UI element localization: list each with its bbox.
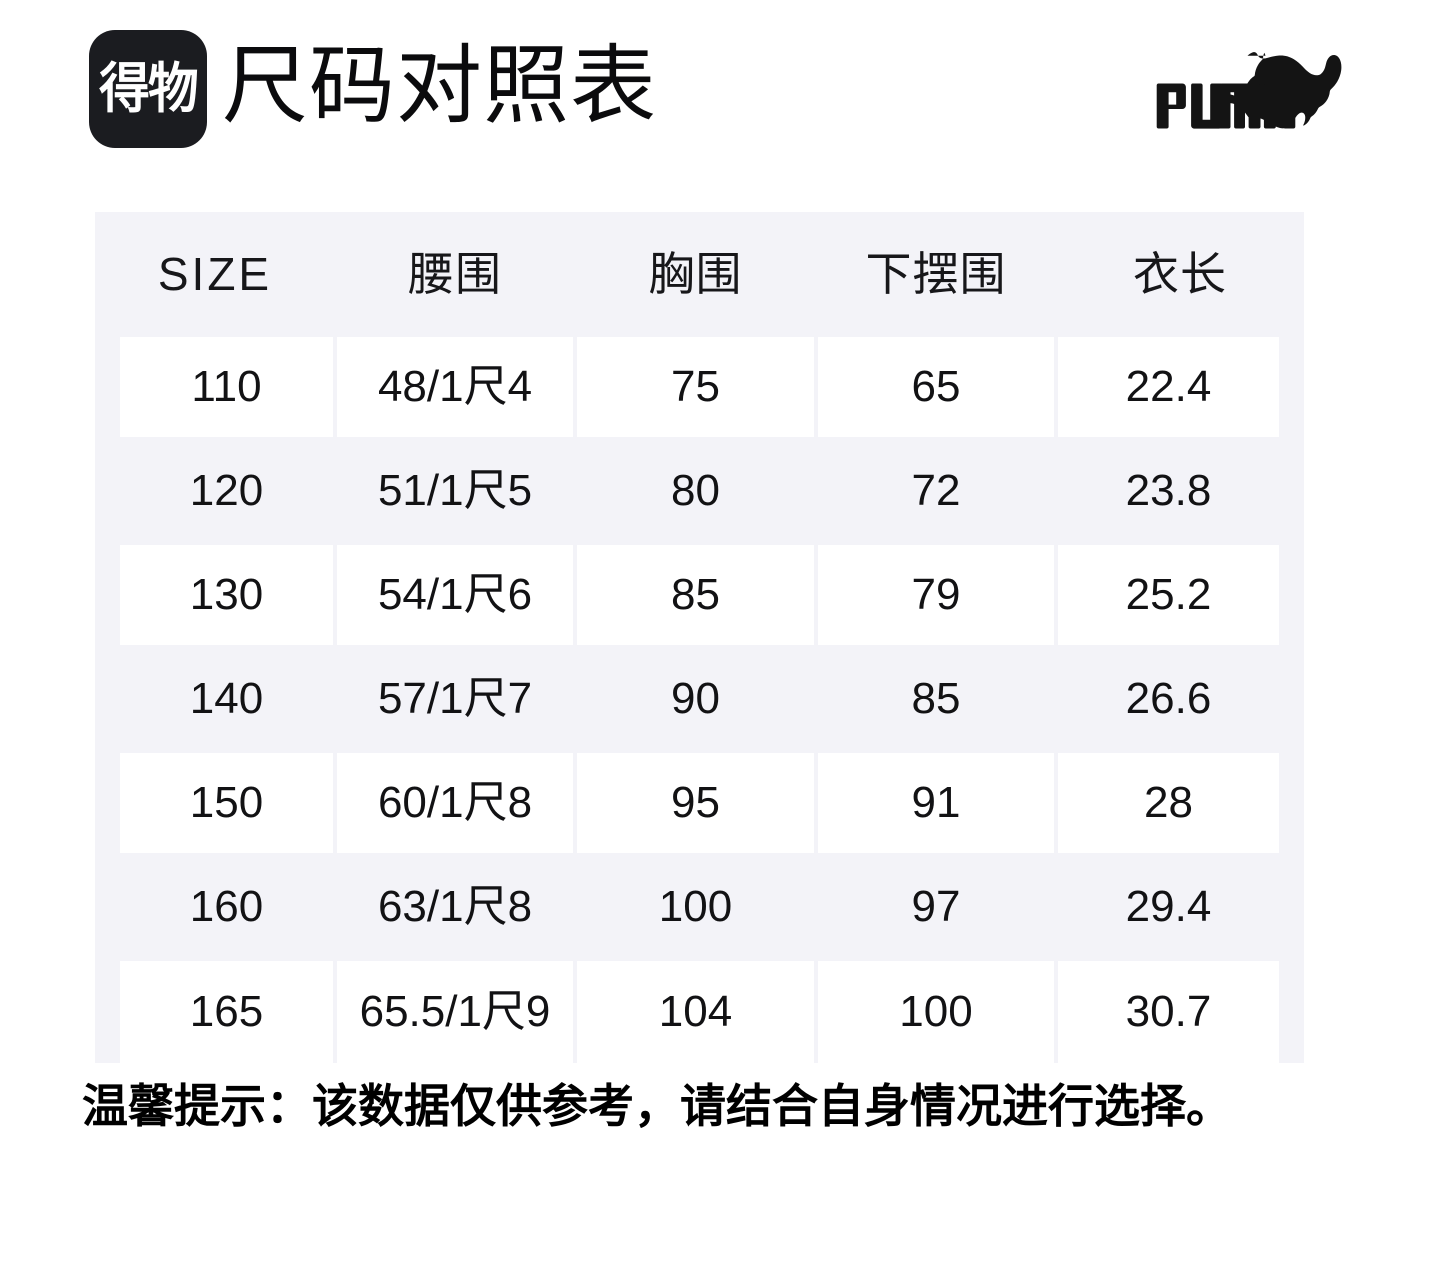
cell-waist: 57/1尺7	[335, 647, 575, 751]
table-row: 120 51/1尺5 80 72 23.8	[95, 439, 1304, 543]
cell-value: 26.6	[1058, 649, 1279, 749]
cell-value: 165	[120, 961, 333, 1063]
size-chart-table: SIZE 腰围 胸围 下摆围 衣长 110 48/1尺4 75 65 22.4	[95, 212, 1304, 1063]
cell-bust: 104	[575, 959, 816, 1063]
cell-hem: 65	[816, 335, 1056, 439]
cell-size: 165	[95, 959, 335, 1063]
cell-length: 30.7	[1056, 959, 1304, 1063]
cell-bust: 95	[575, 751, 816, 855]
dewu-brand-badge-label: 得物	[99, 59, 199, 119]
table-row: 150 60/1尺8 95 91 28	[95, 751, 1304, 855]
cell-value: 160	[120, 857, 333, 957]
cell-value: 100	[818, 961, 1054, 1063]
cell-value: 57/1尺7	[337, 649, 573, 749]
cell-size: 130	[95, 543, 335, 647]
cell-value: 97	[818, 857, 1054, 957]
page-title: 尺码对照表	[222, 38, 657, 134]
cell-hem: 91	[816, 751, 1056, 855]
cell-bust: 80	[575, 439, 816, 543]
cell-value: 51/1尺5	[337, 441, 573, 541]
cell-value: 120	[120, 441, 333, 541]
cell-length: 22.4	[1056, 335, 1304, 439]
cell-length: 26.6	[1056, 647, 1304, 751]
column-header-waist: 腰围	[335, 212, 575, 335]
column-header-length: 衣长	[1056, 212, 1304, 335]
cell-size: 120	[95, 439, 335, 543]
cell-value: 85	[818, 649, 1054, 749]
cell-waist: 63/1尺8	[335, 855, 575, 959]
cell-value: 72	[818, 441, 1054, 541]
column-header-label: 衣长	[1133, 247, 1227, 300]
cell-value: 54/1尺6	[337, 545, 573, 645]
cell-waist: 60/1尺8	[335, 751, 575, 855]
cell-value: 80	[577, 441, 814, 541]
cell-hem: 97	[816, 855, 1056, 959]
cell-value: 100	[577, 857, 814, 957]
column-header-label: SIZE	[157, 247, 273, 300]
cell-value: 90	[577, 649, 814, 749]
cell-size: 150	[95, 751, 335, 855]
cell-value: 79	[818, 545, 1054, 645]
cell-value: 130	[120, 545, 333, 645]
column-header-label: 胸围	[648, 247, 743, 300]
cell-size: 140	[95, 647, 335, 751]
table-row: 165 65.5/1尺9 104 100 30.7	[95, 959, 1304, 1063]
cell-value: 75	[577, 337, 814, 437]
cell-waist: 51/1尺5	[335, 439, 575, 543]
cell-size: 110	[95, 335, 335, 439]
cell-waist: 54/1尺6	[335, 543, 575, 647]
cell-bust: 85	[575, 543, 816, 647]
cell-value: 140	[120, 649, 333, 749]
table-row: 130 54/1尺6 85 79 25.2	[95, 543, 1304, 647]
dewu-brand-badge: 得物	[89, 30, 207, 148]
column-header-label: 腰围	[408, 247, 502, 300]
cell-value: 95	[577, 753, 814, 853]
cell-hem: 72	[816, 439, 1056, 543]
cell-value: 28	[1058, 753, 1279, 853]
table-header-row: SIZE 腰围 胸围 下摆围 衣长	[95, 212, 1304, 335]
cell-length: 25.2	[1056, 543, 1304, 647]
cell-value: 104	[577, 961, 814, 1063]
cell-value: 25.2	[1058, 545, 1279, 645]
column-header-hem: 下摆围	[816, 212, 1056, 335]
cell-value: 110	[120, 337, 333, 437]
cell-bust: 90	[575, 647, 816, 751]
cell-length: 29.4	[1056, 855, 1304, 959]
cell-value: 30.7	[1058, 961, 1279, 1063]
cell-value: 91	[818, 753, 1054, 853]
cell-value: 29.4	[1058, 857, 1279, 957]
cell-length: 23.8	[1056, 439, 1304, 543]
page-header: 得物 尺码对照表	[0, 0, 1443, 200]
cell-hem: 85	[816, 647, 1056, 751]
cell-bust: 100	[575, 855, 816, 959]
puma-logo	[1155, 28, 1363, 136]
table-row: 110 48/1尺4 75 65 22.4	[95, 335, 1304, 439]
cell-value: 63/1尺8	[337, 857, 573, 957]
cell-hem: 100	[816, 959, 1056, 1063]
cell-size: 160	[95, 855, 335, 959]
disclaimer-note: 温馨提示：该数据仅供参考，请结合自身情况进行选择。	[82, 1078, 1382, 1136]
cell-value: 85	[577, 545, 814, 645]
cell-length: 28	[1056, 751, 1304, 855]
column-header-bust: 胸围	[575, 212, 816, 335]
cell-value: 23.8	[1058, 441, 1279, 541]
disclaimer-note-text: 温馨提示：该数据仅供参考，请结合自身情况进行选择。	[82, 1080, 1232, 1132]
cell-value: 65.5/1尺9	[337, 961, 573, 1063]
cell-bust: 75	[575, 335, 816, 439]
cell-value: 48/1尺4	[337, 337, 573, 437]
cell-hem: 79	[816, 543, 1056, 647]
cell-value: 22.4	[1058, 337, 1279, 437]
column-header-label: 下摆围	[865, 247, 1007, 300]
cell-value: 60/1尺8	[337, 753, 573, 853]
cell-waist: 65.5/1尺9	[335, 959, 575, 1063]
column-header-size: SIZE	[95, 212, 335, 335]
cell-value: 150	[120, 753, 333, 853]
table-row: 160 63/1尺8 100 97 29.4	[95, 855, 1304, 959]
cell-waist: 48/1尺4	[335, 335, 575, 439]
table-row: 140 57/1尺7 90 85 26.6	[95, 647, 1304, 751]
cell-value: 65	[818, 337, 1054, 437]
